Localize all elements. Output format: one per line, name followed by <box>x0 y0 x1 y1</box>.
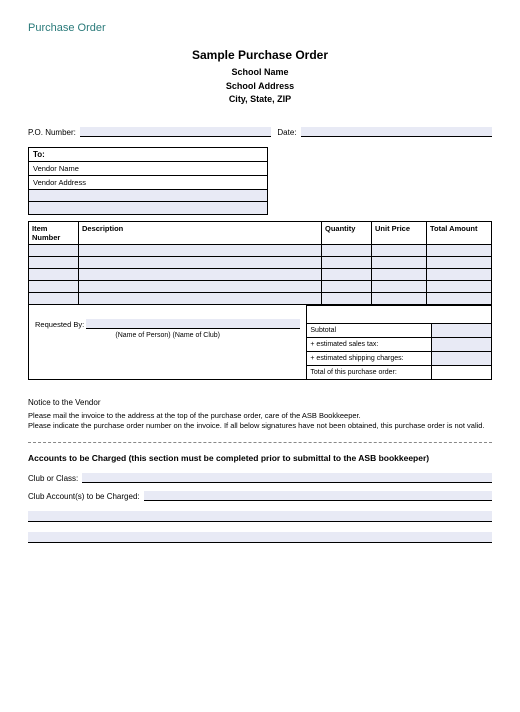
col-price: Unit Price <box>372 221 427 244</box>
cell[interactable] <box>79 292 322 304</box>
to-label: To: <box>29 148 267 162</box>
cell[interactable] <box>79 280 322 292</box>
cell[interactable] <box>29 292 79 304</box>
cell[interactable] <box>322 268 372 280</box>
cell[interactable] <box>29 256 79 268</box>
cell[interactable] <box>427 256 492 268</box>
tax-value[interactable] <box>431 337 491 351</box>
vendor-blank-1[interactable] <box>29 190 267 202</box>
requested-by-label: Requested By: <box>35 320 84 329</box>
cell[interactable] <box>29 280 79 292</box>
notice-section: Notice to the Vendor Please mail the inv… <box>28 398 492 432</box>
accounts-heading: Accounts to be Charged (this section mus… <box>28 453 492 463</box>
header-line2: School Address <box>28 80 492 94</box>
cell[interactable] <box>322 280 372 292</box>
cell[interactable] <box>79 268 322 280</box>
document-label: Purchase Order <box>28 22 492 34</box>
cell[interactable] <box>372 268 427 280</box>
subtotal-value[interactable] <box>431 323 491 337</box>
club-class-row: Club or Class: <box>28 473 492 483</box>
divider <box>28 442 492 443</box>
notice-p2: Please indicate the purchase order numbe… <box>28 421 492 432</box>
header-line3: City, State, ZIP <box>28 93 492 107</box>
items-table: Item Number Description Quantity Unit Pr… <box>28 221 492 305</box>
cell[interactable] <box>372 280 427 292</box>
totals-spacer <box>307 305 492 323</box>
cell[interactable] <box>427 244 492 256</box>
shipping-label: + estimated shipping charges: <box>307 351 432 365</box>
cell[interactable] <box>29 244 79 256</box>
cell[interactable] <box>79 256 322 268</box>
cell[interactable] <box>79 244 322 256</box>
cell[interactable] <box>427 268 492 280</box>
extra-line-2[interactable] <box>28 532 492 543</box>
notice-p1: Please mail the invoice to the address a… <box>28 411 492 422</box>
date-label: Date: <box>277 128 296 137</box>
po-number-input[interactable] <box>80 127 272 137</box>
requested-by-box: Requested By: (Name of Person) (Name of … <box>28 305 306 380</box>
club-accounts-input[interactable] <box>144 491 492 501</box>
cell[interactable] <box>322 256 372 268</box>
grand-value[interactable] <box>431 365 491 379</box>
requested-by-input[interactable] <box>86 319 300 329</box>
date-input[interactable] <box>301 127 493 137</box>
po-date-row: P.O. Number: Date: <box>28 127 492 137</box>
club-class-input[interactable] <box>82 473 492 483</box>
header-line1: School Name <box>28 66 492 80</box>
club-class-label: Club or Class: <box>28 474 78 483</box>
vendor-box: To: Vendor Name Vendor Address <box>28 147 268 215</box>
notice-heading: Notice to the Vendor <box>28 398 492 407</box>
vendor-address-cell[interactable]: Vendor Address <box>29 176 267 190</box>
col-desc: Description <box>79 221 322 244</box>
totals-table: Subtotal + estimated sales tax: + estima… <box>306 305 492 380</box>
cell[interactable] <box>427 280 492 292</box>
extra-line-1[interactable] <box>28 511 492 522</box>
cell[interactable] <box>322 292 372 304</box>
header-block: Sample Purchase Order School Name School… <box>28 48 492 107</box>
requested-by-hint: (Name of Person) (Name of Club) <box>35 332 300 339</box>
po-number-label: P.O. Number: <box>28 128 76 137</box>
vendor-name-cell[interactable]: Vendor Name <box>29 162 267 176</box>
cell[interactable] <box>427 292 492 304</box>
vendor-blank-2[interactable] <box>29 202 267 214</box>
club-accounts-row: Club Account(s) to be Charged: <box>28 491 492 501</box>
grand-label: Total of this purchase order: <box>307 365 432 379</box>
shipping-value[interactable] <box>431 351 491 365</box>
col-item: Item Number <box>29 221 79 244</box>
subtotal-label: Subtotal <box>307 323 432 337</box>
col-qty: Quantity <box>322 221 372 244</box>
col-total: Total Amount <box>427 221 492 244</box>
cell[interactable] <box>372 256 427 268</box>
cell[interactable] <box>322 244 372 256</box>
tax-label: + estimated sales tax: <box>307 337 432 351</box>
club-accounts-label: Club Account(s) to be Charged: <box>28 492 140 501</box>
cell[interactable] <box>372 244 427 256</box>
cell[interactable] <box>372 292 427 304</box>
cell[interactable] <box>29 268 79 280</box>
header-title: Sample Purchase Order <box>28 48 492 62</box>
